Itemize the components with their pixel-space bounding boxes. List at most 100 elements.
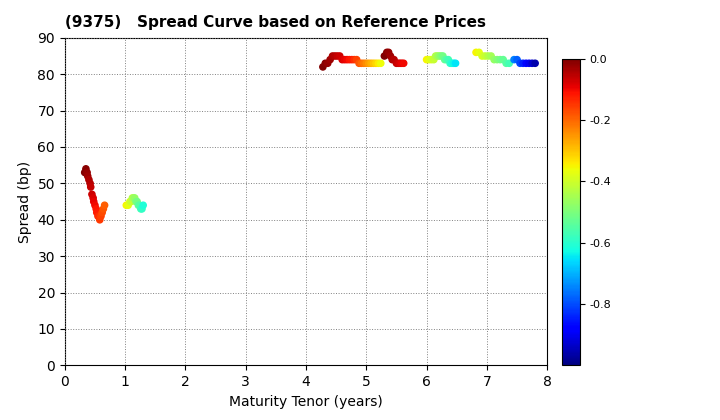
Point	[428, 56, 440, 63]
Point	[387, 56, 398, 63]
Point	[388, 56, 400, 63]
Point	[375, 60, 387, 67]
Point	[370, 60, 382, 67]
Point	[120, 202, 132, 209]
Point	[95, 213, 107, 220]
Point	[322, 60, 333, 67]
Point	[91, 205, 102, 212]
Point	[358, 60, 369, 67]
Point	[348, 56, 360, 63]
Point	[88, 198, 99, 205]
Point	[368, 60, 379, 67]
Point	[87, 194, 99, 201]
Point	[485, 52, 497, 59]
Point	[89, 202, 101, 209]
Point	[482, 52, 494, 59]
Point	[470, 49, 482, 56]
Point	[480, 52, 491, 59]
Point	[503, 60, 515, 67]
Point	[363, 60, 374, 67]
Point	[433, 52, 445, 59]
Point	[396, 60, 408, 67]
Point	[79, 169, 91, 176]
Point	[94, 213, 105, 220]
Point	[80, 165, 91, 172]
Point	[356, 60, 367, 67]
X-axis label: Maturity Tenor (years): Maturity Tenor (years)	[229, 395, 383, 409]
Point	[495, 56, 506, 63]
Point	[127, 194, 138, 201]
Point	[127, 194, 139, 201]
Point	[81, 169, 93, 176]
Point	[517, 60, 528, 67]
Point	[514, 60, 526, 67]
Point	[395, 60, 406, 67]
Point	[130, 198, 142, 205]
Point	[92, 213, 104, 220]
Point	[84, 180, 96, 187]
Point	[448, 60, 459, 67]
Point	[325, 56, 336, 63]
Point	[361, 60, 372, 67]
Point	[320, 60, 331, 67]
Point	[381, 49, 392, 56]
Point	[437, 52, 449, 59]
Point	[432, 52, 444, 59]
Point	[443, 56, 454, 63]
Point	[436, 52, 447, 59]
Point	[446, 60, 458, 67]
Point	[86, 191, 98, 198]
Point	[332, 52, 343, 59]
Point	[391, 60, 402, 67]
Point	[441, 56, 452, 63]
Point	[134, 202, 145, 209]
Point	[91, 209, 102, 216]
Point	[444, 60, 456, 67]
Point	[398, 60, 410, 67]
Point	[96, 209, 108, 216]
Y-axis label: Spread (bp): Spread (bp)	[18, 160, 32, 243]
Point	[373, 60, 384, 67]
Point	[138, 202, 149, 209]
Point	[491, 56, 503, 63]
Point	[523, 60, 535, 67]
Point	[327, 52, 338, 59]
Point	[122, 202, 134, 209]
Point	[94, 216, 106, 223]
Point	[477, 52, 488, 59]
Point	[383, 49, 395, 56]
Point	[351, 56, 362, 63]
Point	[339, 56, 351, 63]
Point	[354, 60, 365, 67]
Point	[343, 56, 355, 63]
Point	[529, 60, 541, 67]
Point	[498, 56, 509, 63]
Point	[129, 194, 140, 201]
Point	[135, 205, 147, 212]
Point	[473, 49, 485, 56]
Point	[379, 52, 390, 59]
Point	[82, 173, 94, 179]
Point	[346, 56, 358, 63]
Point	[99, 202, 110, 209]
Point	[329, 52, 341, 59]
Point	[508, 56, 520, 63]
Point	[426, 56, 437, 63]
Point	[85, 184, 96, 190]
Point	[526, 60, 538, 67]
Point	[420, 56, 432, 63]
Point	[423, 56, 435, 63]
Point	[98, 205, 109, 212]
Point	[439, 56, 451, 63]
Point	[334, 52, 346, 59]
Point	[317, 63, 328, 70]
Point	[136, 205, 148, 212]
Point	[125, 198, 137, 205]
Point	[131, 198, 143, 205]
Point	[341, 56, 353, 63]
Point	[392, 60, 404, 67]
Point	[488, 56, 500, 63]
Point	[336, 56, 348, 63]
Point	[450, 60, 462, 67]
Text: (9375)   Spread Curve based on Reference Prices: (9375) Spread Curve based on Reference P…	[65, 15, 486, 30]
